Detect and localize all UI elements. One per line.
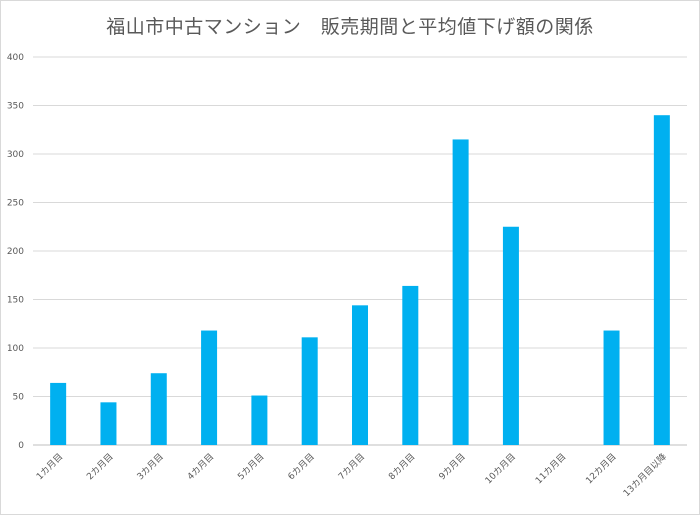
bar [150, 373, 167, 445]
x-tick-label: 1カ月目 [34, 451, 65, 482]
x-axis-tick-labels: 1カ月目 2カ月目 3カ月目 4カ月目 5カ月目 6カ月目 7カ月目 8カ月目 9カ月目 10カ月… [34, 451, 669, 499]
bars [50, 115, 670, 445]
x-tick-label: 13カ月目以降 [621, 451, 669, 499]
bar [402, 285, 419, 445]
x-tick-label: 4カ月目 [185, 451, 216, 482]
bar [301, 337, 318, 445]
x-tick-label: 3カ月目 [135, 451, 166, 482]
y-tick-label: 100 [7, 344, 24, 354]
bar [50, 382, 67, 445]
bar [352, 305, 368, 445]
x-tick-label: 12カ月目 [584, 451, 619, 486]
x-tick-label: 10カ月目 [483, 451, 518, 486]
bar [603, 330, 620, 445]
x-tick-label: 8カ月目 [387, 451, 418, 482]
chart-title: 福山市中古マンション 販売期間と平均値下げ額の関係 [106, 16, 594, 38]
y-tick-label: 0 [18, 441, 24, 451]
bar [100, 402, 117, 445]
x-tick-label: 9カ月目 [437, 451, 468, 482]
y-tick-label: 400 [7, 53, 24, 63]
bar [201, 330, 218, 445]
y-tick-label: 200 [7, 247, 24, 257]
bar [251, 395, 268, 445]
bar [502, 226, 519, 445]
bar [452, 139, 469, 445]
y-tick-label: 350 [7, 102, 24, 112]
bar [653, 115, 670, 445]
y-tick-label: 300 [7, 150, 24, 160]
y-tick-label: 150 [7, 296, 24, 306]
y-tick-label: 50 [13, 393, 25, 403]
y-tick-label: 250 [7, 199, 24, 209]
x-tick-label: 11カ月目 [533, 451, 568, 486]
x-tick-label: 6カ月目 [286, 451, 317, 482]
x-tick-label: 5カ月目 [236, 451, 267, 482]
x-tick-label: 7カ月目 [336, 451, 367, 482]
y-axis-tick-labels: 0 50 100 150 200 250 300 350 400 [7, 53, 24, 451]
x-tick-label: 2カ月目 [85, 451, 116, 482]
